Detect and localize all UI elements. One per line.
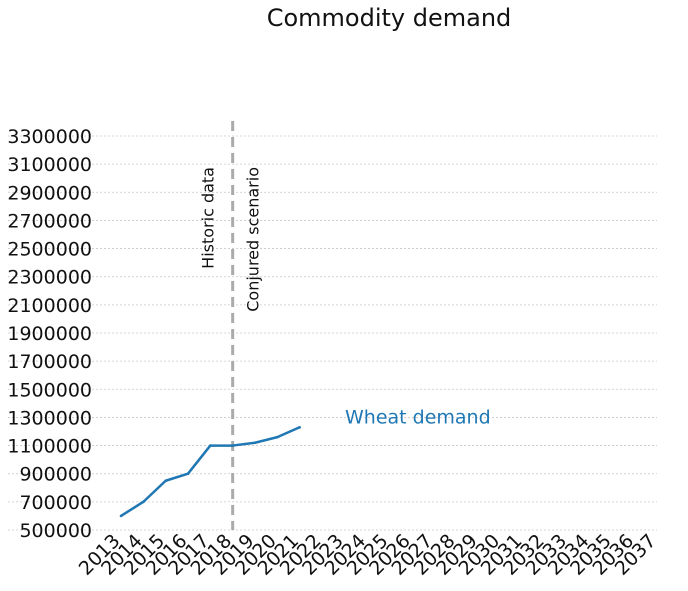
data-point [231, 444, 234, 447]
y-tick-label: 900000 [19, 464, 92, 486]
chart-title: Commodity demand [267, 4, 512, 32]
y-axis-ticks: 500000 700000 900000 1100000 1300000 1500000 1… [7, 126, 92, 542]
data-point [276, 435, 279, 439]
gridlines [8, 135, 657, 531]
data-point [142, 500, 145, 504]
y-tick-label: 2700000 [7, 210, 92, 232]
y-tick-label: 1100000 [7, 436, 92, 458]
data-point [119, 514, 123, 518]
y-tick-label: 2900000 [7, 182, 92, 204]
data-point [209, 444, 212, 447]
x-axis-ticks: 2013201420152016201720182019202020212022… [75, 530, 661, 580]
y-tick-label: 1900000 [7, 323, 92, 345]
conjured-scenario-label: Conjured scenario [244, 167, 263, 312]
y-tick-label: 3300000 [7, 126, 92, 148]
divider: Historic data Conjured scenario [199, 121, 263, 530]
y-tick-label: 1300000 [7, 407, 92, 429]
y-tick-label: 2500000 [7, 239, 92, 261]
y-tick-label: 2300000 [7, 267, 92, 289]
y-tick-label: 700000 [19, 492, 92, 514]
data-point [298, 425, 301, 429]
y-tick-label: 2100000 [7, 295, 92, 317]
historic-data-label: Historic data [199, 167, 218, 269]
data-point [164, 479, 167, 483]
y-tick-label: 1500000 [7, 379, 92, 401]
data-point [186, 472, 190, 476]
y-tick-label: 1700000 [7, 351, 92, 373]
y-tick-label: 3100000 [7, 154, 92, 176]
series-line [120, 426, 301, 517]
series-layer: Wheat demand [119, 406, 491, 518]
data-point [253, 441, 257, 445]
y-tick-label: 500000 [19, 520, 92, 542]
series-label: Wheat demand [345, 406, 491, 428]
